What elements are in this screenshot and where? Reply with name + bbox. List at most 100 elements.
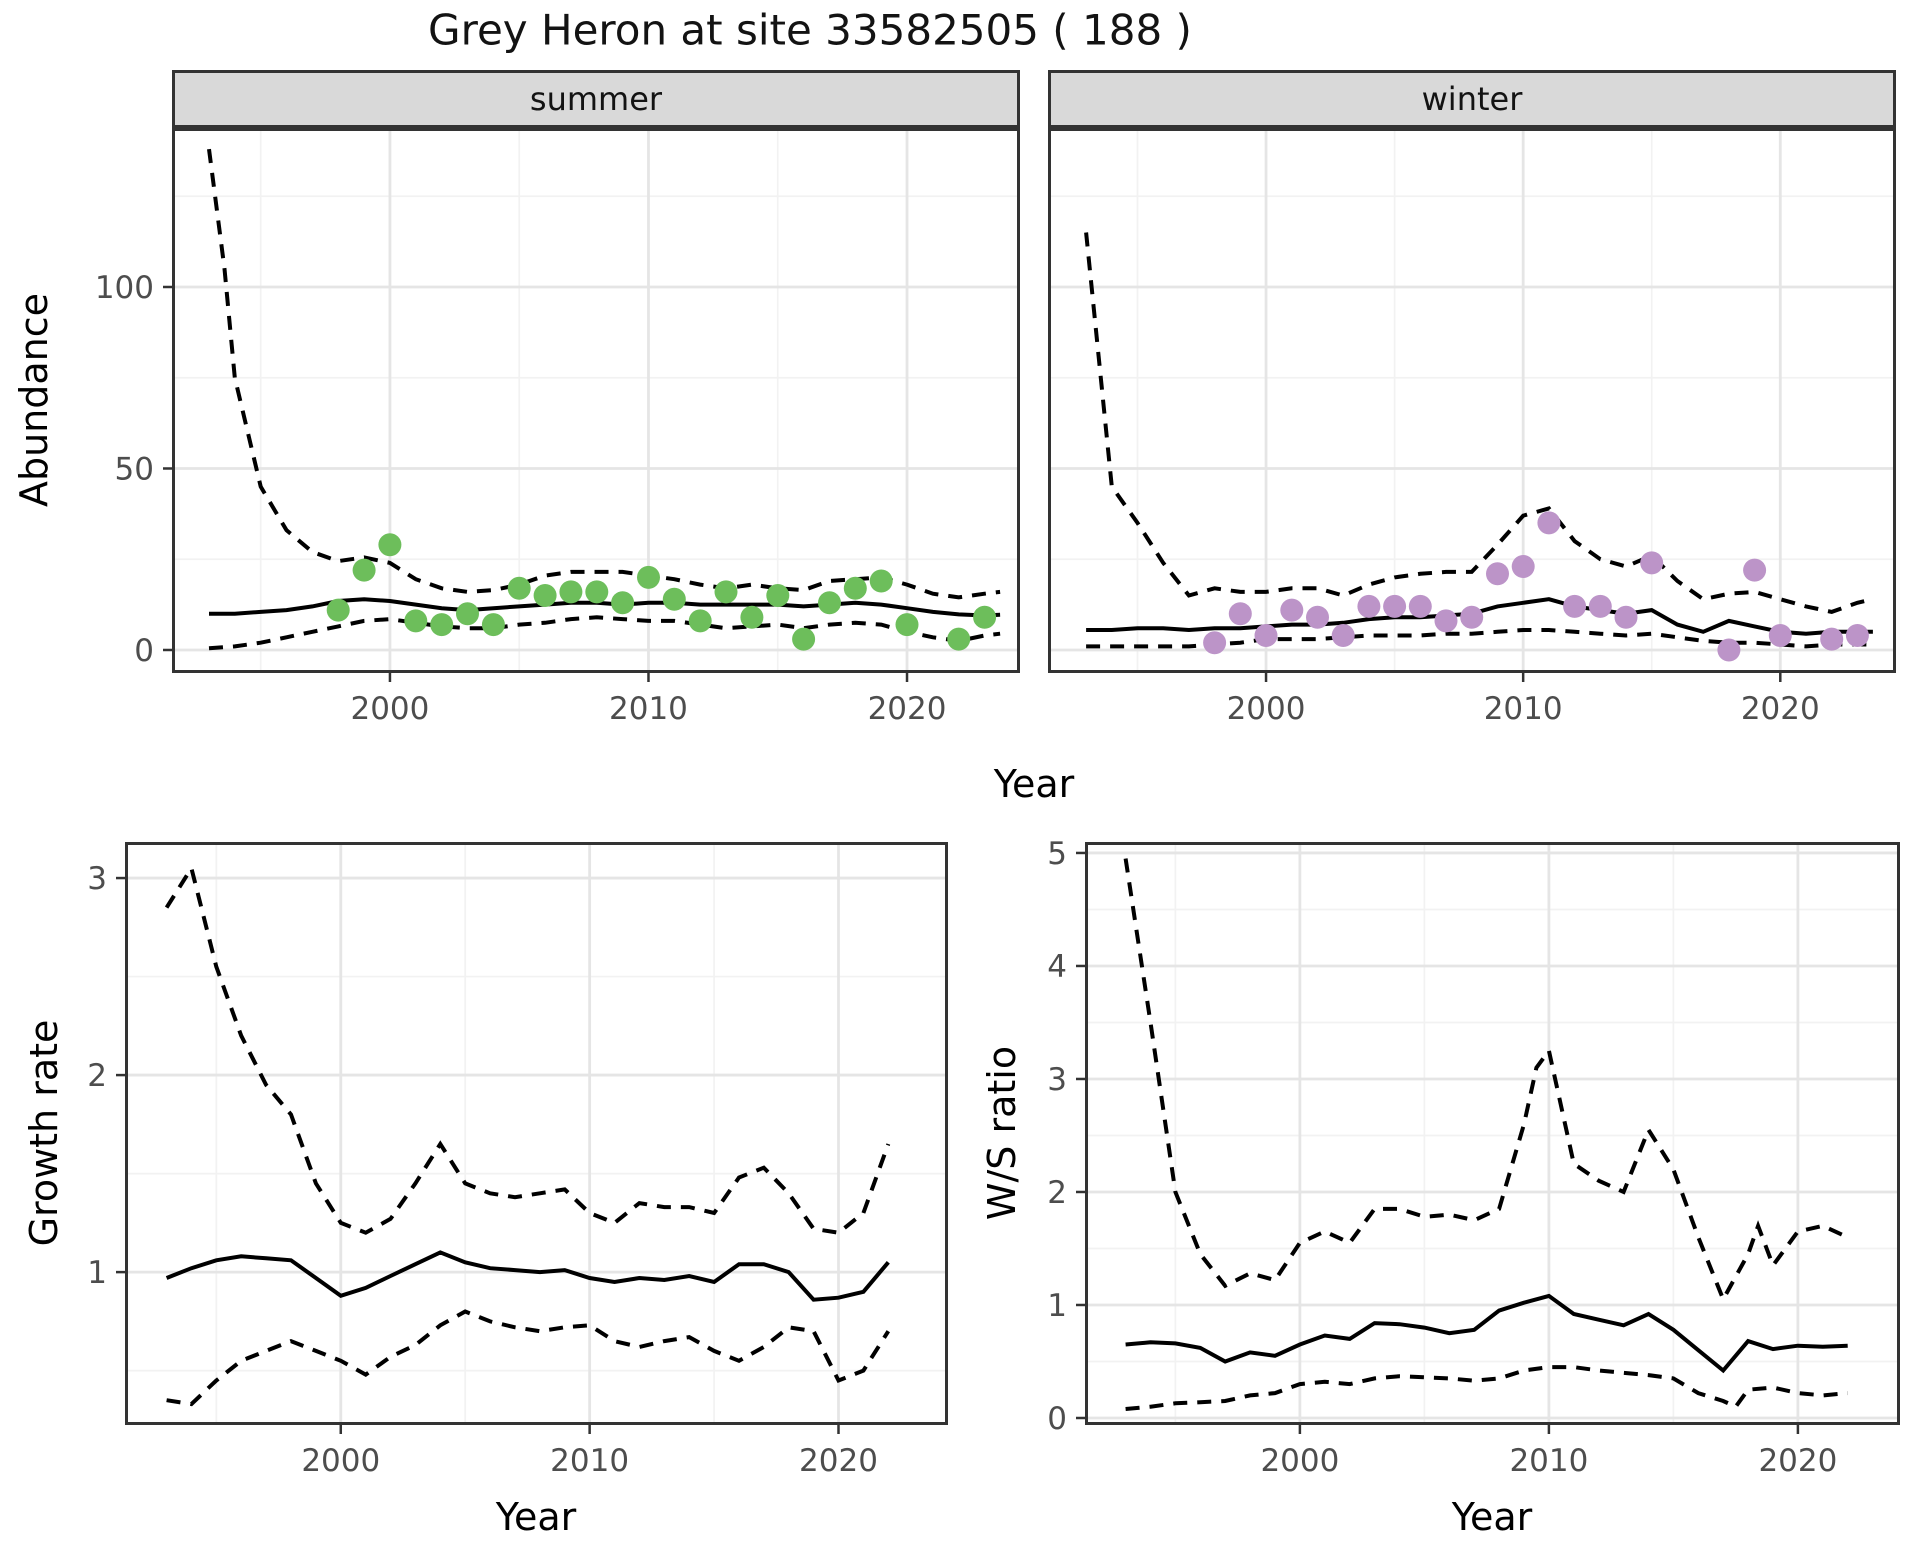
panel-winter-abundance: 2000 2010 2020 xyxy=(1048,128,1896,727)
winter-data-layer xyxy=(1084,232,1874,662)
summer-data-layer xyxy=(207,148,1001,651)
growth-x-tick-label: 2020 xyxy=(799,1443,878,1479)
ws-mean-line xyxy=(1125,1293,1848,1374)
facet-strip-summer-label: summer xyxy=(529,80,663,118)
summer-observation-point xyxy=(352,558,376,582)
summer-observation-point xyxy=(662,587,686,611)
y-axis-title-growth-rate: Growth rate xyxy=(22,1019,66,1247)
summer-observation-point xyxy=(843,576,867,600)
winter-observation-point xyxy=(1511,555,1535,578)
winter-observation-point xyxy=(1203,631,1227,655)
growth-y-tick-label: 2 xyxy=(87,1058,107,1094)
growth-data-layer xyxy=(164,863,891,1407)
summer-observation-point xyxy=(404,609,428,633)
summer-observation-point xyxy=(973,605,997,629)
winter-observation-point xyxy=(1331,624,1355,647)
winter-observation-point xyxy=(1383,594,1407,618)
x-axis-title-year-top: Year xyxy=(993,762,1075,806)
winter-mean-line xyxy=(1086,597,1873,636)
winter-observation-point xyxy=(1563,594,1587,618)
summer-observation-point xyxy=(818,591,841,615)
y-axis-title-ws-ratio: W/S ratio xyxy=(980,1045,1024,1221)
summer-observation-point xyxy=(869,569,893,593)
facet-strip-summer: summer xyxy=(172,70,1020,128)
summer-observation-point xyxy=(714,580,738,604)
winter-observation-point xyxy=(1306,605,1329,629)
panel-ws-ratio: 2000 2010 2020 0 1 2 3 4 5 xyxy=(1047,836,1900,1479)
summer-observation-point xyxy=(688,609,712,633)
winter-observation-point xyxy=(1614,605,1638,629)
growth-upper-line xyxy=(164,863,891,1235)
summer-upper-line xyxy=(207,148,1001,600)
chart-title: Grey Heron at site 33582505 ( 188 ) xyxy=(428,5,1192,55)
winter-observation-point xyxy=(1254,624,1278,647)
summer-y-tick-label: 0 xyxy=(134,633,154,669)
winter-x-tick-label: 2000 xyxy=(1227,691,1306,727)
facet-strip-winter: winter xyxy=(1048,70,1896,128)
summer-observation-point xyxy=(611,591,635,615)
winter-observation-point xyxy=(1408,594,1432,618)
panel-growth-rate: 2000 2010 2020 1 2 3 xyxy=(87,842,948,1479)
growth-y-tick-label: 3 xyxy=(87,861,107,897)
ws-x-tick-label: 2020 xyxy=(1758,1443,1837,1479)
summer-observation-point xyxy=(326,598,350,622)
winter-observation-point xyxy=(1588,594,1612,618)
winter-upper-line xyxy=(1084,232,1874,614)
ws-y-tick-label: 5 xyxy=(1047,836,1067,872)
ws-y-tick-label: 4 xyxy=(1047,949,1067,985)
summer-lower-line xyxy=(208,615,1001,651)
facet-strip-winter-label: winter xyxy=(1421,80,1523,118)
summer-observation-point xyxy=(585,580,609,604)
winter-observation-point xyxy=(1228,602,1252,626)
summer-observation-point xyxy=(378,533,402,557)
winter-observation-point xyxy=(1280,598,1304,622)
winter-observation-point xyxy=(1486,562,1509,586)
ws-y-tick-label: 0 xyxy=(1047,1401,1067,1437)
winter-observation-point xyxy=(1434,609,1458,633)
ws-upper-line xyxy=(1123,858,1849,1304)
summer-observation-point xyxy=(637,565,660,589)
summer-observation-point xyxy=(456,602,479,626)
winter-observation-point xyxy=(1537,511,1561,535)
summer-x-tick-label: 2020 xyxy=(868,691,947,727)
summer-observation-point xyxy=(766,584,790,607)
ws-lower-line xyxy=(1125,1365,1848,1411)
summer-x-tick-label: 2010 xyxy=(609,691,688,727)
summer-observation-point xyxy=(533,584,557,607)
summer-observation-point xyxy=(740,605,764,629)
growth-mean-line xyxy=(165,1250,890,1302)
x-axis-title-year-growth: Year xyxy=(495,1495,577,1539)
winter-observation-point xyxy=(1768,624,1792,647)
summer-observation-point xyxy=(792,627,816,651)
winter-observation-point xyxy=(1717,638,1741,662)
summer-observation-point xyxy=(507,576,531,600)
panel-summer-abundance: 2000 2010 2020 0 50 100 xyxy=(95,128,1020,727)
y-axis-title-abundance: Abundance xyxy=(12,292,56,508)
winter-observation-point xyxy=(1357,594,1381,618)
ws-y-tick-label: 2 xyxy=(1047,1175,1067,1211)
summer-y-tick-label: 50 xyxy=(115,451,154,487)
summer-observation-point xyxy=(895,613,919,637)
growth-y-tick-label: 1 xyxy=(87,1255,107,1291)
summer-observation-point xyxy=(481,613,505,637)
growth-x-tick-label: 2000 xyxy=(301,1443,380,1479)
ws-data-layer xyxy=(1123,858,1849,1411)
ws-x-tick-label: 2010 xyxy=(1509,1443,1588,1479)
summer-observation-point xyxy=(430,613,454,637)
winter-x-tick-label: 2020 xyxy=(1741,691,1820,727)
ws-y-tick-label: 3 xyxy=(1047,1062,1067,1098)
ws-x-tick-label: 2000 xyxy=(1260,1443,1339,1479)
growth-x-tick-label: 2010 xyxy=(550,1443,629,1479)
ws-y-tick-label: 1 xyxy=(1047,1288,1067,1324)
x-axis-title-year-ws: Year xyxy=(1451,1495,1533,1539)
winter-observation-point xyxy=(1640,551,1664,575)
winter-x-tick-label: 2010 xyxy=(1484,691,1563,727)
summer-x-tick-label: 2000 xyxy=(350,691,429,727)
summer-observation-point xyxy=(559,580,583,604)
growth-lower-line xyxy=(166,1309,890,1407)
winter-observation-point xyxy=(1845,624,1869,647)
summer-observation-point xyxy=(947,627,971,651)
winter-observation-point xyxy=(1743,558,1767,582)
winter-observation-point xyxy=(1820,627,1844,651)
